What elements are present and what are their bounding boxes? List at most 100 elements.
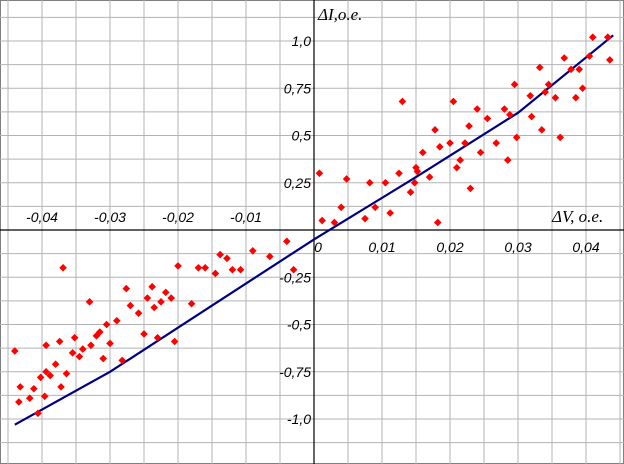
x-tick-label: 0,04 — [572, 239, 599, 255]
x-tick-label: -0,03 — [94, 209, 126, 225]
data-point — [461, 139, 469, 147]
data-point — [589, 33, 597, 42]
data-point — [538, 126, 546, 134]
data-point — [526, 92, 535, 100]
data-point — [102, 320, 111, 329]
data-point — [99, 354, 107, 363]
data-point — [70, 333, 79, 342]
data-point — [504, 156, 512, 164]
x-tick-label: 0,03 — [504, 239, 531, 255]
data-point — [431, 126, 439, 134]
data-point — [535, 63, 544, 72]
y-tick-label: -0,75 — [279, 364, 311, 380]
data-point — [153, 333, 162, 342]
x-tick-label: -0,02 — [162, 209, 194, 225]
data-point — [249, 246, 257, 255]
data-point — [510, 80, 519, 89]
data-point — [473, 105, 481, 113]
data-point — [42, 367, 50, 376]
tick-labels: -0,04 -0,03 -0,02 -0,01 0 0,01 0,02 0,03 0,04 1,0… — [26, 33, 600, 427]
data-point — [266, 252, 274, 261]
data-point — [361, 214, 369, 223]
data-points — [11, 33, 614, 418]
data-point — [483, 114, 492, 123]
data-point — [51, 360, 60, 368]
data-point — [96, 328, 104, 336]
data-point — [68, 349, 77, 357]
data-point — [425, 173, 434, 181]
data-point — [449, 97, 458, 106]
data-point — [106, 339, 114, 348]
data-point — [59, 264, 67, 272]
data-point — [318, 216, 326, 225]
data-point — [315, 169, 324, 178]
data-point — [606, 56, 614, 64]
data-point — [541, 88, 549, 96]
x-tick-label: 0,02 — [436, 239, 463, 255]
data-point — [410, 178, 419, 187]
data-point — [187, 299, 196, 308]
data-point — [216, 250, 224, 259]
data-point — [79, 345, 87, 353]
data-point — [228, 265, 237, 274]
data-point — [15, 398, 23, 406]
data-point — [413, 167, 422, 176]
data-point — [87, 341, 95, 350]
data-point — [30, 384, 38, 393]
data-point — [560, 54, 569, 62]
data-point — [386, 209, 394, 217]
data-point — [40, 392, 49, 401]
data-point — [36, 373, 45, 382]
data-point — [476, 148, 485, 157]
data-point — [342, 175, 351, 183]
y-tick-label: -0,25 — [279, 269, 311, 285]
y-axis-title: ΔI,о.е. — [317, 5, 362, 24]
data-point — [42, 341, 50, 350]
data-point — [398, 97, 407, 106]
fit-line — [14, 34, 614, 426]
data-point — [585, 52, 594, 60]
data-point — [567, 65, 575, 74]
data-point — [381, 178, 390, 187]
y-tick-label: 0,25 — [284, 175, 311, 191]
y-tick-label: 1,0 — [292, 33, 312, 49]
data-point — [150, 303, 158, 312]
data-point — [134, 309, 143, 317]
data-point — [578, 84, 587, 93]
data-point — [118, 356, 127, 365]
data-point — [201, 264, 209, 272]
data-point — [492, 139, 501, 147]
data-point — [456, 156, 464, 164]
x-tick-label: -0,04 — [26, 209, 58, 225]
fit-line-layer — [14, 34, 614, 426]
data-point — [122, 284, 131, 293]
data-point — [223, 254, 231, 263]
data-point — [126, 301, 135, 310]
data-point — [466, 184, 475, 193]
x-tick-label: 0,01 — [368, 239, 395, 255]
data-point — [556, 133, 564, 142]
y-tick-label: 0,5 — [292, 128, 312, 144]
data-point — [330, 218, 339, 227]
data-point — [453, 163, 461, 172]
data-point — [75, 352, 84, 361]
data-point — [465, 122, 473, 130]
data-point — [34, 409, 42, 418]
y-tick-label: -0,5 — [287, 317, 311, 333]
x-tick-label: -0,01 — [230, 209, 262, 225]
data-point — [161, 288, 170, 297]
data-point — [11, 347, 19, 355]
data-point — [419, 148, 427, 157]
data-point — [85, 298, 94, 306]
data-point — [25, 394, 34, 403]
data-point — [16, 383, 25, 391]
data-point — [365, 178, 374, 187]
data-point — [433, 218, 442, 227]
data-point — [157, 298, 165, 306]
data-point — [436, 143, 444, 151]
